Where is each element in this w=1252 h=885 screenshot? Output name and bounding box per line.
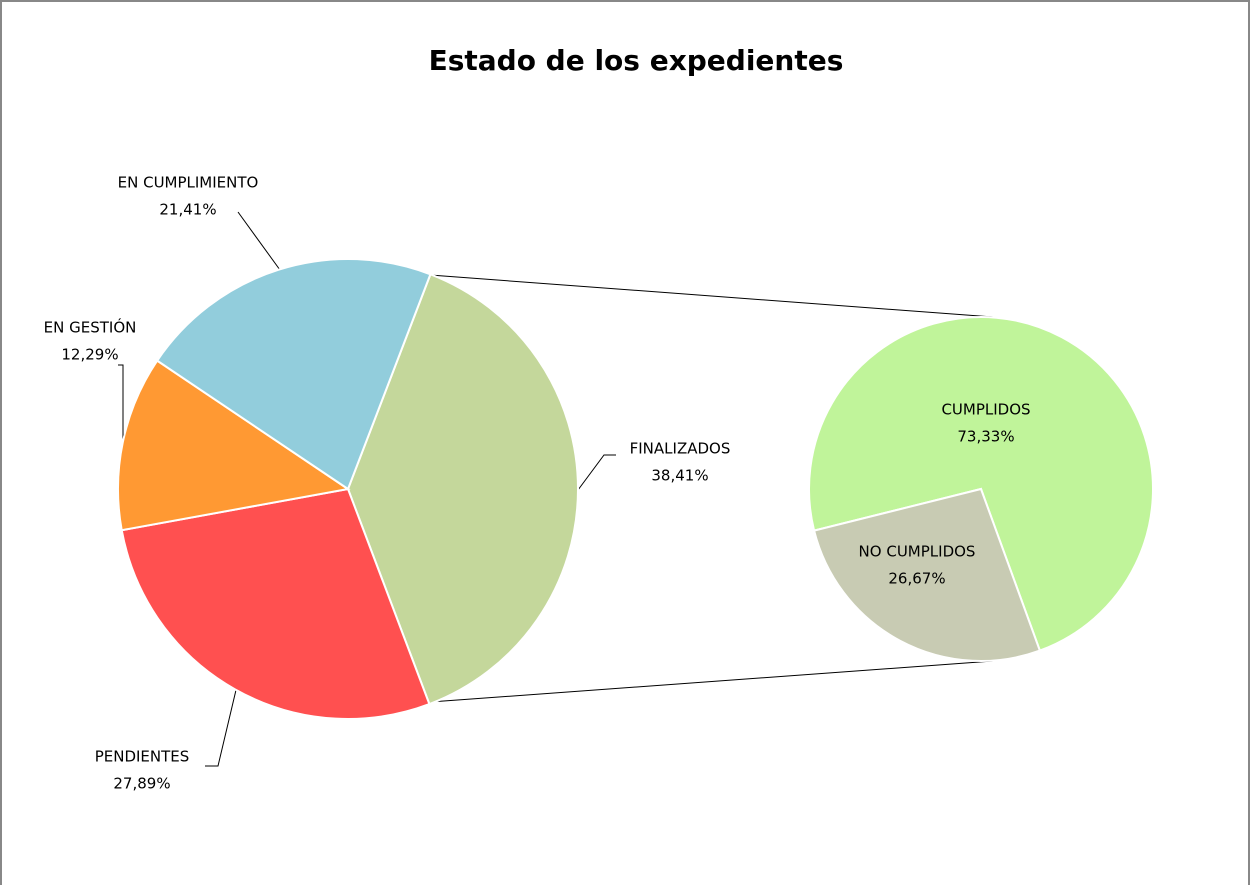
pie-slice [117, 359, 351, 532]
leader-line [237, 211, 281, 271]
slice-label: EN GESTIÓN [44, 318, 137, 337]
pie-slice [808, 316, 1154, 652]
leader-line [118, 364, 124, 442]
leader-line [577, 454, 616, 491]
slice-label: EN CUMPLIMIENTO [118, 174, 259, 192]
connector [429, 274, 994, 318]
value-label: 12,29% [61, 346, 118, 364]
leader-line [205, 689, 237, 767]
value-label: 27,89% [113, 775, 170, 793]
pie-slice [346, 272, 579, 706]
value-label: 38,41% [651, 467, 708, 485]
pie-slice [812, 487, 1042, 662]
slice-label: CUMPLIDOS [941, 401, 1030, 419]
value-label: 21,41% [159, 201, 216, 219]
chart-title: Estado de los expedientes [429, 44, 844, 77]
slice-label: NO CUMPLIDOS [859, 543, 976, 561]
value-label: 26,67% [888, 570, 945, 588]
pie-slice [155, 258, 432, 491]
connector [429, 660, 994, 703]
slice-label: FINALIZADOS [630, 440, 731, 458]
pie-slice [120, 487, 431, 720]
value-label: 73,33% [957, 428, 1014, 446]
slice-label: PENDIENTES [95, 748, 190, 766]
